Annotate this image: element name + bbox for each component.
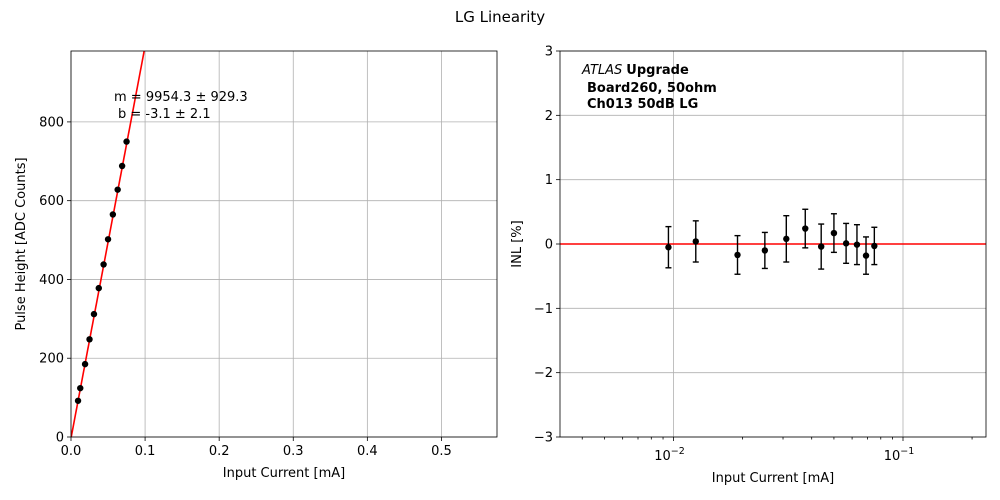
right-y-tick-label: 0 [545, 238, 553, 253]
left-data-point [74, 397, 82, 404]
right-data-point [734, 251, 741, 259]
right-data-point [817, 243, 825, 250]
right-data-point [842, 240, 850, 247]
right-points-group [665, 208, 878, 275]
left-y-tick-label: 600 [39, 194, 64, 209]
left-points-group [74, 138, 130, 404]
right-x-tick-label: 10−1 [884, 446, 915, 464]
right-data-point [761, 247, 769, 254]
right-data-point [871, 242, 878, 250]
right-data-point-group [783, 214, 790, 263]
figure-title: LG Linearity [455, 8, 545, 26]
right-y-axis-label: INL [%] [510, 220, 525, 267]
right-data-point-group [692, 220, 699, 263]
right-data-point [783, 235, 790, 243]
right-data-point-group [830, 213, 838, 254]
left-y-tick-label: 200 [39, 352, 64, 367]
left-data-point [104, 236, 112, 243]
left-y-tick-label: 400 [39, 273, 64, 288]
left-fit-line [71, 51, 145, 437]
right-y-tick-label: 2 [545, 109, 553, 124]
left-axes-frame [70, 50, 498, 438]
left-y-axis-label: Pulse Height [ADC Counts] [14, 157, 29, 330]
left-ticks: 0.0 0.1 0.2 0.3 0.4 0.5 0 200 400 600 800 [39, 115, 452, 459]
left-data-point [118, 162, 126, 170]
tick-label-exponent: −2 [671, 446, 685, 457]
left-data-point [123, 138, 130, 145]
right-data-point [830, 229, 838, 237]
left-x-tick-label: 0.4 [357, 444, 378, 459]
right-data-point-group [734, 234, 741, 275]
board-info-text: Board260, 50ohm [587, 81, 717, 96]
right-data-point-group [871, 226, 878, 266]
tick-label-base: 10 [884, 449, 901, 464]
tick-label-base: 10 [654, 449, 671, 464]
right-data-point-group [817, 223, 825, 270]
channel-info-text: Ch013 50dB LG [587, 97, 698, 112]
right-x-axis-label: Input Current [mA] [712, 471, 834, 486]
left-data-point [114, 186, 121, 193]
left-x-tick-label: 0.0 [61, 444, 82, 459]
left-x-tick-label: 0.5 [431, 444, 452, 459]
left-x-axis-label: Input Current [mA] [223, 466, 345, 481]
right-y-tick-label: −2 [534, 366, 553, 381]
atlas-upgrade-text: Upgrade [626, 63, 689, 78]
linearity-plot: 0.0 0.1 0.2 0.3 0.4 0.5 0 200 400 600 800 Input Cu… [14, 50, 498, 481]
left-y-tick-label: 0 [56, 431, 64, 446]
left-data-point [86, 336, 93, 343]
left-x-tick-label: 0.3 [283, 444, 304, 459]
right-data-point [665, 244, 672, 251]
right-data-point [802, 225, 809, 232]
right-y-tick-label: −3 [534, 431, 553, 446]
right-y-tick-label: −1 [534, 302, 553, 317]
left-data-point [109, 211, 117, 218]
right-data-point-group [842, 222, 850, 264]
left-data-point [81, 360, 89, 368]
atlas-label: ATLAS Upgrade [581, 63, 689, 78]
left-y-tick-label: 800 [39, 115, 64, 130]
right-data-point-group [665, 225, 672, 269]
right-data-point-group [862, 236, 870, 275]
left-data-point [77, 384, 84, 392]
right-data-point-group [802, 208, 809, 249]
fit-slope-annotation: m = 9954.3 ± 929.3 [114, 90, 248, 105]
left-data-point [90, 310, 98, 318]
right-data-point [692, 238, 699, 245]
right-data-point-group [761, 231, 769, 270]
left-fit-line-group [71, 51, 145, 437]
left-data-point [100, 261, 107, 268]
fit-intercept-annotation: b = -3.1 ± 2.1 [118, 107, 211, 122]
right-x-tick-label: 10−2 [654, 446, 685, 464]
right-y-tick-label: 1 [545, 173, 553, 188]
right-y-tick-label: 3 [545, 45, 553, 60]
right-data-point [853, 241, 861, 248]
atlas-experiment-text: ATLAS [581, 63, 622, 78]
left-x-tick-label: 0.2 [209, 444, 230, 459]
left-x-tick-label: 0.1 [135, 444, 156, 459]
right-data-point [862, 252, 870, 259]
left-data-point [95, 284, 102, 292]
right-data-point-group [853, 223, 861, 266]
tick-label-exponent: −1 [900, 446, 914, 457]
